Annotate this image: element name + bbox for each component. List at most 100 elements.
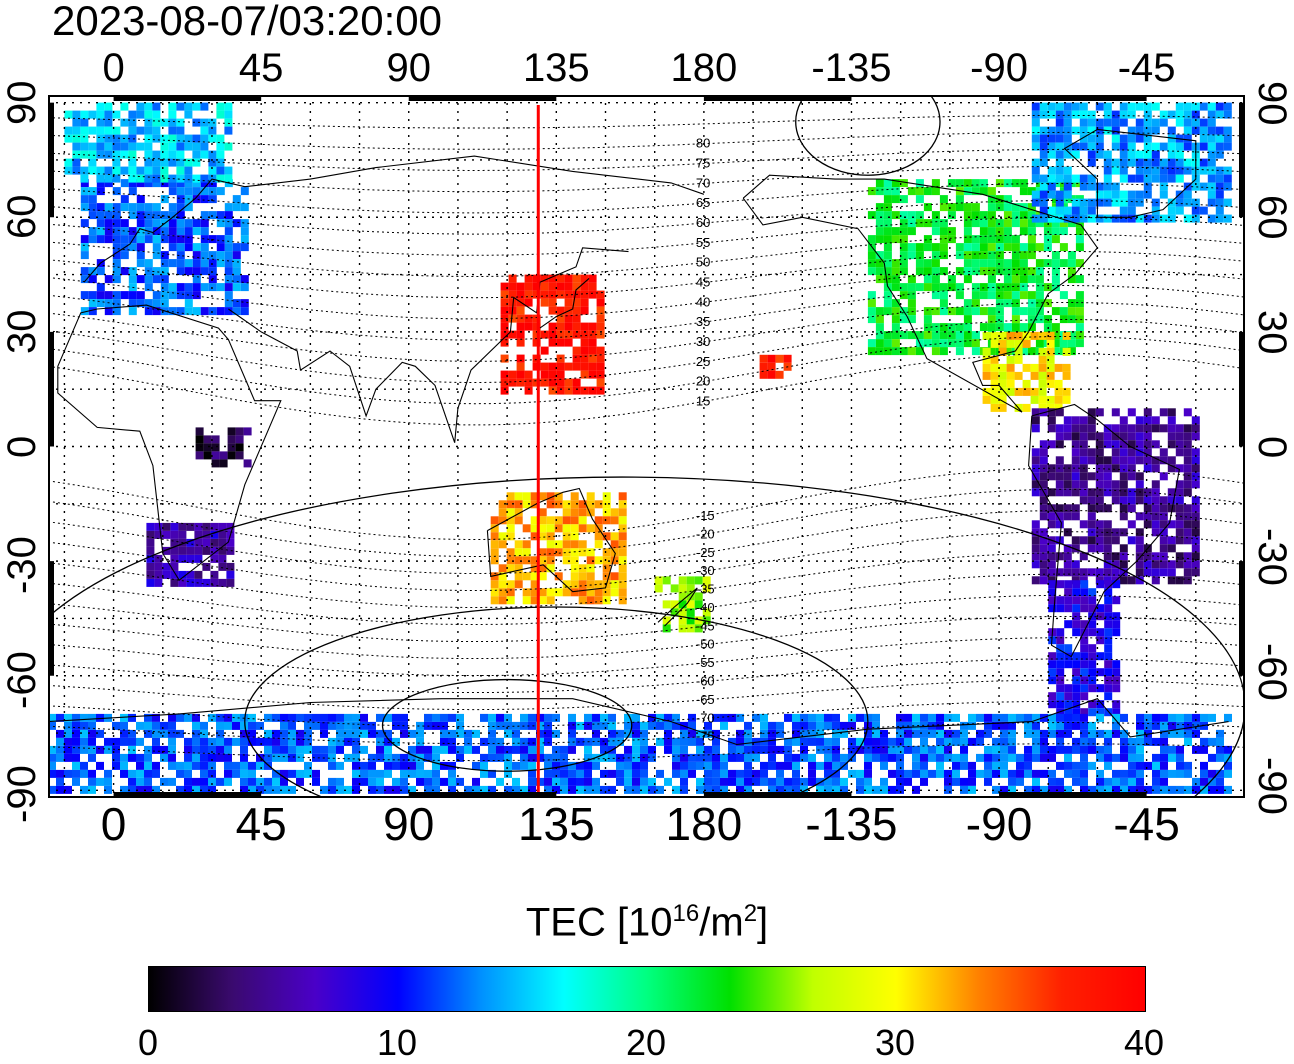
tec-cell [226, 578, 235, 587]
tec-cell [500, 330, 509, 339]
tec-cell [883, 339, 892, 348]
tec-cell [152, 227, 161, 236]
tec-cell [1159, 408, 1168, 417]
tec-cell [1080, 588, 1089, 597]
tec-cell [556, 386, 565, 395]
tec-cell [1111, 118, 1120, 127]
tec-cell [544, 777, 552, 786]
tec-cell [1046, 347, 1055, 356]
tec-cell [64, 785, 72, 794]
tec-cell [104, 142, 113, 151]
tec-cell [923, 243, 932, 252]
tec-cell [1168, 753, 1176, 762]
tec-cell [64, 158, 73, 167]
tec-cell [800, 721, 808, 730]
tec-cell [1119, 448, 1128, 457]
tec-cell [998, 347, 1007, 356]
tec-cell [1208, 737, 1216, 746]
tec-cell [1031, 174, 1040, 183]
tec-cell [480, 713, 488, 722]
tec-cell [618, 500, 627, 509]
tec-cell [536, 729, 544, 738]
tec-cell [344, 729, 352, 738]
tec-cell [1223, 142, 1232, 151]
tec-cell [1016, 777, 1024, 786]
tec-cell [704, 761, 712, 770]
tec-cell [1111, 110, 1120, 119]
tec-cell [578, 572, 587, 581]
tec-cell [979, 243, 988, 252]
tec-cell [498, 540, 507, 549]
tec-cell [907, 331, 916, 340]
tec-cell [104, 291, 113, 300]
tec-cell [1104, 785, 1112, 794]
tec-cell [538, 596, 547, 605]
tec-cell [616, 769, 624, 778]
tec-cell [588, 282, 597, 291]
tec-cell [1159, 496, 1168, 505]
tec-cell [1111, 448, 1120, 457]
tec-cell [578, 596, 587, 605]
tec-cell [240, 219, 249, 228]
tec-cell [1135, 190, 1144, 199]
tec-cell [1088, 604, 1097, 613]
tec-cell [532, 290, 541, 299]
tec-cell [1039, 110, 1048, 119]
tec-cell [448, 713, 456, 722]
tec-cell [112, 126, 121, 135]
tec-cell [1111, 528, 1120, 537]
tec-cell [1215, 206, 1224, 215]
tec-cell [1167, 456, 1176, 465]
tec-cell [594, 500, 603, 509]
tec-cell [1152, 737, 1160, 746]
tec-cell [400, 713, 408, 722]
tec-cell [562, 532, 571, 541]
tec-cell [1143, 560, 1152, 569]
tec-cell [968, 769, 976, 778]
tec-cell [432, 745, 440, 754]
tec-cell [128, 126, 137, 135]
magnetic-contour [48, 531, 1245, 592]
tec-cell [1039, 440, 1048, 449]
tec-cell [1039, 480, 1048, 489]
tec-cell [1071, 110, 1080, 119]
tec-cell [160, 283, 169, 292]
tec-cell [432, 769, 440, 778]
tec-cell [546, 540, 555, 549]
tec-cell [112, 134, 121, 143]
tec-cell [939, 235, 948, 244]
tec-cell [1071, 560, 1080, 569]
tec-cell [1047, 544, 1056, 553]
tec-cell [995, 259, 1004, 268]
tec-cell [1031, 456, 1040, 465]
tec-cell [1215, 198, 1224, 207]
tec-cell [883, 211, 892, 220]
tec-cell [1055, 126, 1064, 135]
tec-cell [899, 259, 908, 268]
tec-cell [224, 243, 233, 252]
tec-cell [1056, 729, 1064, 738]
tec-cell [632, 721, 640, 730]
tec-cell [1128, 785, 1136, 794]
tec-cell [1062, 371, 1071, 380]
tec-cell [88, 267, 97, 276]
tec-cell [168, 721, 176, 730]
tec-cell [120, 761, 128, 770]
tec-cell [136, 769, 144, 778]
tec-cell [538, 508, 547, 517]
tec-cell [216, 235, 225, 244]
tec-cell [688, 721, 696, 730]
tec-cell [1067, 259, 1076, 268]
tec-cell [1152, 761, 1160, 770]
tec-cell [768, 761, 776, 770]
tec-cell [1167, 432, 1176, 441]
tec-cell [1183, 408, 1192, 417]
tec-cell [1183, 448, 1192, 457]
tec-cell [1027, 267, 1036, 276]
tec-cell [72, 761, 80, 770]
tec-cell [1207, 150, 1216, 159]
tec-cell [120, 219, 129, 228]
tec-cell [184, 283, 193, 292]
tec-cell [1160, 769, 1168, 778]
tec-cell [1022, 379, 1031, 388]
